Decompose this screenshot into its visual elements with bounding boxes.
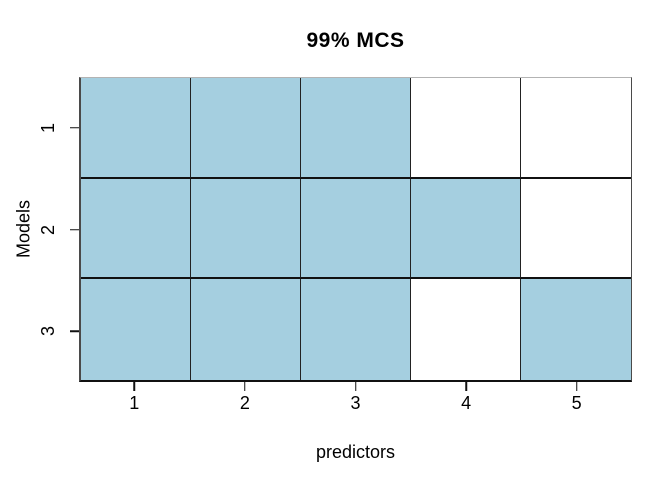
y-tick-label: 3 bbox=[38, 326, 58, 337]
heatmap-cell bbox=[301, 279, 411, 380]
x-tick-label: 1 bbox=[129, 393, 140, 413]
y-tick-label: 1 bbox=[38, 122, 58, 133]
x-tick-mark bbox=[354, 382, 357, 391]
x-tick-label: 5 bbox=[571, 393, 582, 413]
heatmap-cell bbox=[191, 279, 301, 380]
heatmap-cell bbox=[521, 279, 631, 380]
y-tick-mark bbox=[70, 330, 79, 332]
x-tick-mark bbox=[244, 382, 246, 391]
heatmap-cell bbox=[411, 279, 521, 380]
heatmap-cell bbox=[521, 78, 631, 179]
heatmap-cell bbox=[411, 178, 521, 280]
heatmap-cell bbox=[81, 178, 191, 280]
x-tick-label: 2 bbox=[239, 393, 250, 413]
heatmap-cell bbox=[191, 78, 301, 179]
y-tick-label: 2 bbox=[38, 224, 58, 235]
heatmap-grid bbox=[79, 77, 632, 382]
chart-title: 99% MCS bbox=[306, 29, 405, 52]
x-tick-mark bbox=[133, 382, 136, 391]
y-axis-title: Models bbox=[13, 199, 34, 259]
x-tick-mark bbox=[575, 382, 578, 391]
heatmap-cell bbox=[521, 178, 631, 280]
heatmap-cell bbox=[191, 178, 301, 280]
x-axis-title: predictors bbox=[315, 442, 396, 462]
plot-frame: 1 2 3 4 5 1 2 3 bbox=[38, 77, 632, 413]
y-tick-mark bbox=[70, 228, 79, 231]
x-tick-mark bbox=[465, 382, 467, 391]
x-tick-label: 4 bbox=[461, 393, 472, 413]
y-tick-mark bbox=[70, 127, 79, 129]
heatmap-cell bbox=[301, 178, 411, 280]
x-tick-label: 3 bbox=[350, 393, 361, 413]
heatmap-cell bbox=[81, 78, 191, 179]
heatmap-cell bbox=[411, 78, 521, 179]
heatmap-cell bbox=[301, 78, 411, 179]
heatmap-cell bbox=[81, 279, 191, 380]
